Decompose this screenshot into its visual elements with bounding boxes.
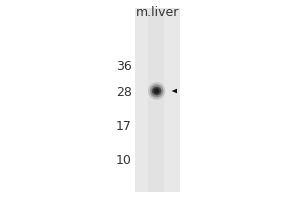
Text: 17: 17 <box>116 119 132 132</box>
Text: 10: 10 <box>116 154 132 166</box>
Ellipse shape <box>154 88 160 94</box>
Bar <box>148 8 164 192</box>
Bar <box>135 8 180 192</box>
Text: m.liver: m.liver <box>136 6 179 19</box>
Text: 28: 28 <box>116 86 132 98</box>
Polygon shape <box>172 89 177 93</box>
Ellipse shape <box>152 87 161 95</box>
Text: 36: 36 <box>116 60 132 72</box>
Ellipse shape <box>150 84 163 98</box>
Ellipse shape <box>148 82 165 100</box>
